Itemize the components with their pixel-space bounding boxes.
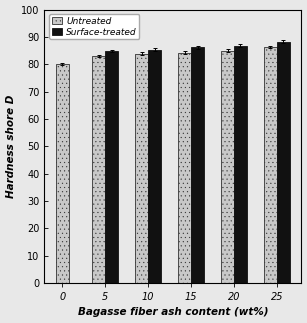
Bar <box>234 46 247 283</box>
Bar <box>277 42 290 283</box>
Bar <box>92 56 105 283</box>
Bar <box>135 54 148 283</box>
X-axis label: Bagasse fiber ash content (wt%): Bagasse fiber ash content (wt%) <box>78 307 268 318</box>
Legend: Untreated, Surface-treated: Untreated, Surface-treated <box>49 14 139 39</box>
Bar <box>191 47 204 283</box>
Bar <box>56 64 69 283</box>
Bar <box>221 51 234 283</box>
Bar <box>148 50 161 283</box>
Bar <box>105 51 118 283</box>
Y-axis label: Hardness shore D: Hardness shore D <box>6 95 16 198</box>
Bar <box>178 53 191 283</box>
Bar <box>264 47 277 283</box>
